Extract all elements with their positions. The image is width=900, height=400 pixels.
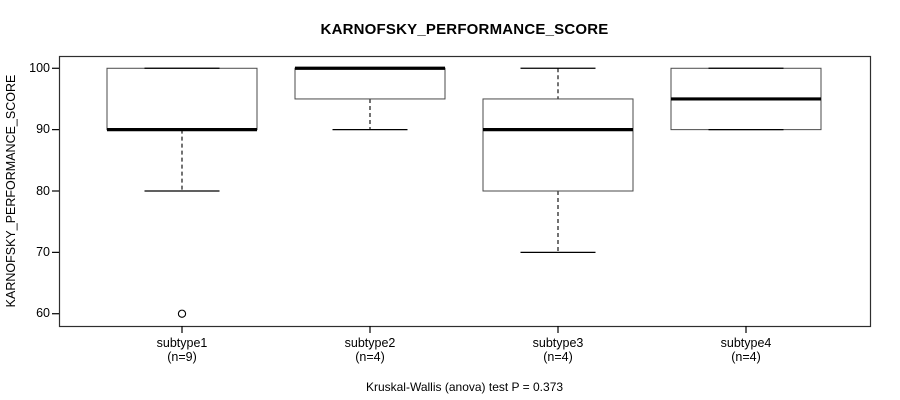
y-tick-label: 80 xyxy=(36,183,50,198)
y-tick-label: 60 xyxy=(36,306,50,321)
y-tick-label: 70 xyxy=(36,244,50,259)
box-iqr xyxy=(294,67,446,100)
outlier-point xyxy=(177,309,187,318)
x-group-label: subtype3 xyxy=(532,336,584,350)
box-iqr xyxy=(106,67,258,131)
x-group-label: subtype2 xyxy=(344,336,396,350)
x-group-sublabel: (n=4) xyxy=(355,350,385,364)
box-iqr xyxy=(482,98,634,192)
x-group-label: subtype4 xyxy=(720,336,772,350)
chart-title: KARNOFSKY_PERFORMANCE_SCORE xyxy=(320,21,609,38)
stat-caption: Kruskal-Wallis (anova) test P = 0.373 xyxy=(365,380,564,394)
plot-border xyxy=(58,55,872,328)
x-group-sublabel: (n=4) xyxy=(543,350,573,364)
x-group-label: subtype1 xyxy=(156,336,208,350)
y-tick-label: 100 xyxy=(29,60,50,75)
y-tick-label: 90 xyxy=(36,122,50,137)
x-group-sublabel: (n=9) xyxy=(167,350,197,364)
x-group-sublabel: (n=4) xyxy=(731,350,761,364)
